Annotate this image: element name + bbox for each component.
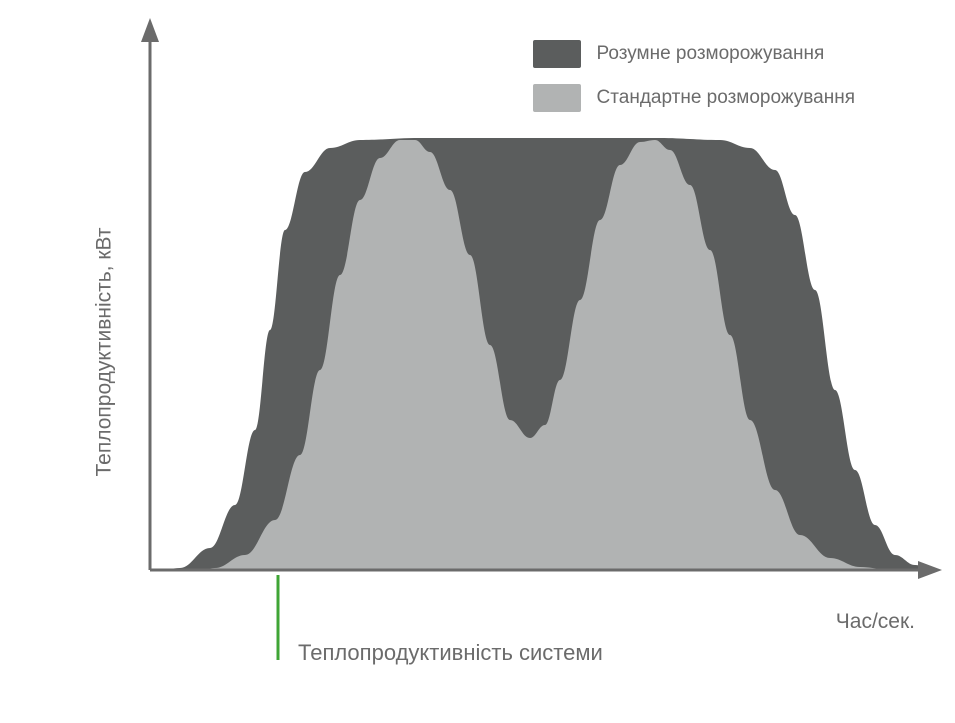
- chart-container: Теплопродуктивність, кВт Час/сек. Теплоп…: [0, 0, 955, 718]
- legend-label-smart: Розумне розморожування: [597, 43, 825, 65]
- legend: Розумне розморожування Стандартне розмор…: [533, 40, 855, 128]
- legend-item-smart: Розумне розморожування: [533, 40, 855, 68]
- series-group: [160, 138, 930, 570]
- y-axis-label: Теплопродуктивність, кВт: [92, 228, 116, 477]
- y-axis-arrowhead: [141, 18, 159, 42]
- x-axis-label: Час/сек.: [836, 610, 915, 634]
- x-axis-arrowhead: [918, 561, 942, 579]
- legend-label-standard: Стандартне розморожування: [597, 87, 855, 109]
- legend-swatch-standard: [533, 84, 581, 112]
- legend-item-standard: Стандартне розморожування: [533, 84, 855, 112]
- legend-swatch-smart: [533, 40, 581, 68]
- chart-caption: Теплопродуктивність системи: [298, 640, 603, 666]
